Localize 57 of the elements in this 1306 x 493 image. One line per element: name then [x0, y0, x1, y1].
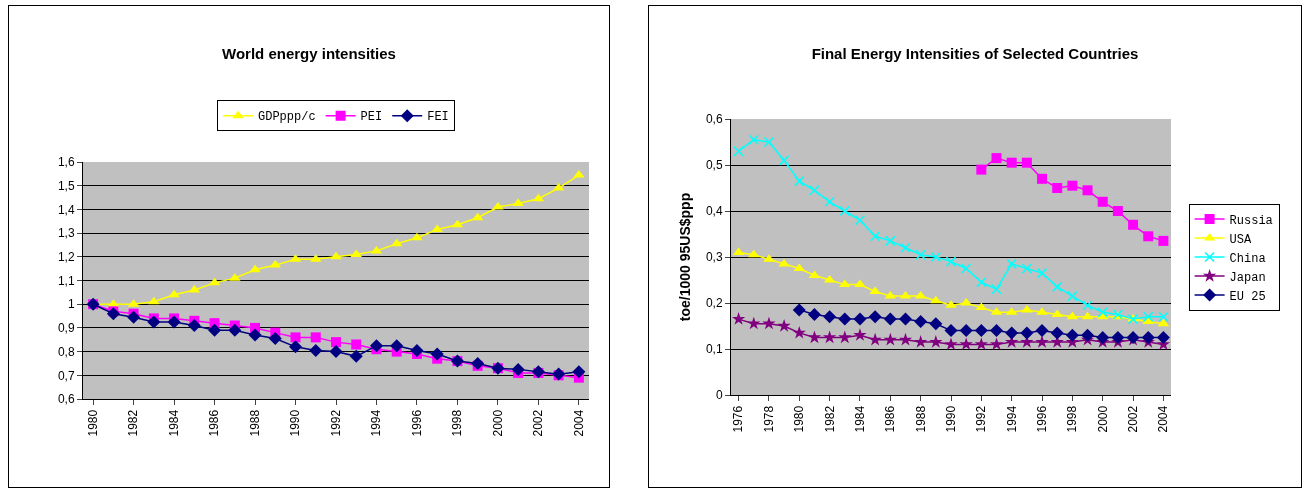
- chart-title: World energy intensities: [222, 45, 396, 63]
- legend-label: Russia: [1229, 213, 1273, 228]
- y-axis-title: toe/1000 95US$ppp: [676, 192, 693, 322]
- legend-label: USA: [1229, 232, 1252, 247]
- y-tick-label: 0: [715, 388, 723, 403]
- legend-label: PEI: [360, 110, 383, 125]
- x-tick-label: 1992: [328, 409, 343, 437]
- y-tick-label: 1,5: [57, 178, 75, 193]
- x-tick-label: 1990: [943, 405, 958, 433]
- y-tick-label: 1: [67, 297, 75, 312]
- y-tick-label: 0,3: [705, 250, 723, 265]
- y-tick-label: 0,2: [705, 296, 723, 311]
- x-tick-label: 1982: [822, 405, 837, 433]
- y-tick-label: 1,6: [57, 155, 75, 170]
- x-tick-label: 1994: [1004, 405, 1019, 433]
- x-tick-label: 1984: [852, 405, 867, 433]
- x-tick-label: 1996: [409, 409, 424, 437]
- legend-label: EU 25: [1229, 289, 1266, 304]
- x-tick-label: 1990: [288, 409, 303, 437]
- y-tick-label: 0,9: [57, 321, 75, 336]
- x-tick-label: 1988: [913, 405, 928, 433]
- x-tick-label: 2004: [1156, 405, 1171, 433]
- x-tick-label: 1988: [247, 409, 262, 437]
- x-tick-label: 2000: [490, 409, 505, 437]
- y-tick-label: 0,8: [57, 344, 75, 359]
- x-tick-label: 1998: [1065, 405, 1080, 433]
- x-tick-label: 1984: [166, 409, 181, 437]
- x-tick-label: 1978: [761, 405, 776, 433]
- x-tick-label: 1996: [1034, 405, 1049, 433]
- x-tick-label: 1994: [369, 409, 384, 437]
- y-tick-label: 0,1: [705, 342, 723, 357]
- legend-label: FEI: [427, 110, 449, 125]
- y-tick-label: 0,4: [705, 204, 723, 219]
- x-tick-label: 2002: [1125, 405, 1140, 433]
- y-tick-label: 0,5: [705, 158, 723, 173]
- x-tick-label: 1992: [974, 405, 989, 433]
- chart-title: Final Energy Intensities of Selected Countries: [811, 45, 1139, 63]
- y-tick-label: 1,4: [57, 202, 75, 217]
- x-tick-label: 2004: [571, 409, 586, 437]
- legend-label: GDPppp/c: [258, 110, 316, 125]
- x-tick-label: 2002: [531, 409, 546, 437]
- x-tick-label: 1998: [450, 409, 465, 437]
- x-tick-label: 1980: [792, 405, 807, 433]
- x-tick-label: 2000: [1095, 405, 1110, 433]
- y-tick-label: 0,6: [57, 392, 75, 407]
- y-tick-label: 0,6: [705, 112, 723, 127]
- y-tick-label: 0,7: [57, 368, 75, 383]
- x-tick-label: 1976: [731, 405, 746, 433]
- legend-label: China: [1229, 251, 1266, 266]
- y-tick-label: 1,2: [57, 250, 75, 264]
- x-tick-label: 1986: [207, 409, 222, 437]
- x-tick-label: 1986: [883, 405, 898, 433]
- x-tick-label: 1980: [86, 409, 101, 437]
- legend-label: Japan: [1229, 270, 1266, 285]
- x-tick-label: 1982: [126, 409, 141, 437]
- y-tick-label: 1,3: [57, 226, 75, 241]
- y-tick-label: 1,1: [57, 273, 75, 288]
